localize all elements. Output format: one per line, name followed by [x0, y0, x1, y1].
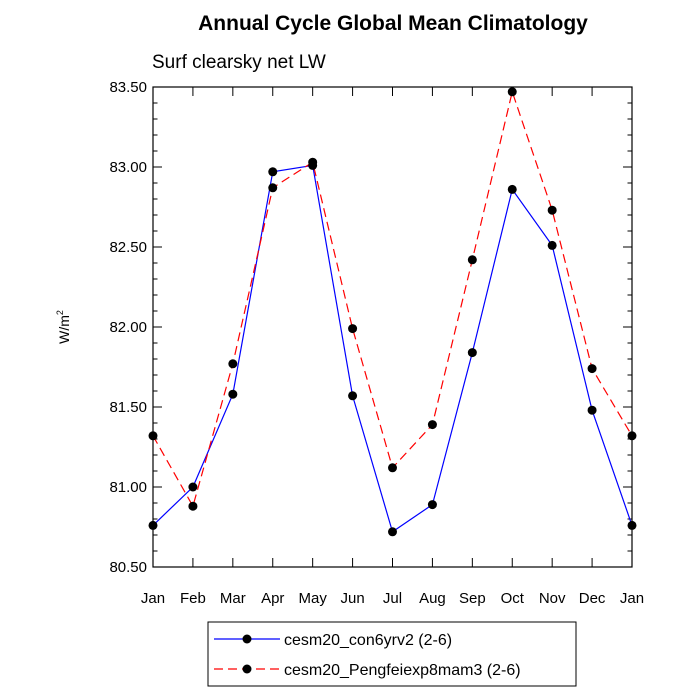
x-tick-label: Jun	[340, 590, 364, 607]
x-tick-label: Apr	[261, 590, 284, 607]
plot-area: 80.50 81.00 81.50 82.00 82.50 83.00 83.50 Jan Fe…	[109, 79, 644, 607]
y-tick-label: 83.50	[109, 79, 147, 96]
series-2-point	[188, 501, 198, 511]
x-tick-label: Dec	[579, 590, 606, 607]
series-2-point	[547, 205, 557, 215]
x-tick-label: Feb	[180, 590, 206, 607]
x-tick-label: May	[298, 590, 327, 607]
plot-frame	[152, 86, 633, 568]
x-tick-label: Mar	[220, 590, 246, 607]
y-axis-label-superscript: 2	[55, 310, 65, 315]
series-2-point	[308, 157, 318, 167]
series-2-point	[388, 463, 397, 473]
series-2-point	[148, 431, 158, 441]
series-2-point	[627, 431, 637, 441]
y-tick-label: 83.00	[109, 159, 147, 176]
series-2-point	[268, 183, 278, 193]
series-2-point	[228, 359, 238, 369]
series-line-1	[152, 164, 633, 533]
legend: cesm20_con6yrv2 (2-6) cesm20_Pengfeiexp8m…	[207, 621, 577, 687]
y-tick-label: 80.50	[109, 559, 147, 576]
y-axis-label-text: W/m	[56, 315, 72, 344]
series-1-point	[427, 500, 437, 510]
chart-title: Annual Cycle Global Mean Climatology	[198, 12, 588, 35]
x-tick-label: Sep	[459, 590, 486, 607]
series-1-point	[228, 389, 238, 399]
series-1-point	[268, 167, 278, 177]
x-tick-label: Jul	[383, 590, 402, 607]
series-1-point	[188, 482, 198, 492]
y-axis-label: W/m2	[55, 310, 72, 344]
series-1-point	[148, 520, 158, 530]
legend-marker-1	[242, 634, 252, 644]
series-2-point	[427, 420, 437, 430]
x-tick-label: Oct	[501, 590, 525, 607]
legend-box	[207, 621, 577, 687]
legend-label-1: cesm20_con6yrv2 (2-6)	[284, 632, 452, 649]
series-1-point	[587, 405, 597, 415]
x-tick-label: Aug	[419, 590, 446, 607]
series-1-point	[627, 520, 637, 530]
legend-label-2: cesm20_Pengfeiexp8mam3 (2-6)	[284, 662, 521, 679]
series-2-point	[507, 87, 517, 97]
legend-marker-2	[242, 664, 252, 674]
x-tick-label: Nov	[539, 590, 566, 607]
x-tick-label: Jan	[141, 590, 165, 607]
series-2-point	[587, 364, 597, 374]
series-2-point	[348, 324, 358, 334]
y-tick-label: 81.50	[109, 399, 147, 416]
chart-subtitle: Surf clearsky net LW	[152, 52, 326, 73]
series-1-point	[348, 391, 358, 401]
series-1-point	[467, 348, 477, 358]
y-tick-label: 82.50	[109, 239, 147, 256]
y-tick-label: 82.00	[109, 319, 147, 336]
x-tick-label: Jan	[620, 590, 644, 607]
y-tick-label: 81.00	[109, 479, 147, 496]
series-2-point	[467, 255, 477, 265]
series-1-point	[388, 527, 397, 537]
series-1-point	[507, 184, 517, 194]
series-1-point	[547, 240, 557, 250]
series-line-2	[152, 89, 633, 508]
